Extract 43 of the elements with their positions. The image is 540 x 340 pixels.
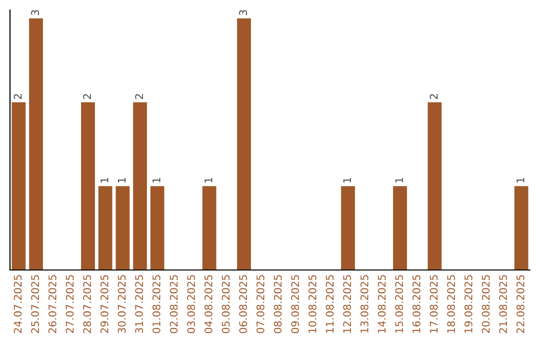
x-tick-label: 29.07.2025 — [100, 275, 108, 334]
data-label: 1 — [118, 178, 126, 182]
data-label: 3 — [31, 10, 40, 16]
data-label: 1 — [204, 178, 212, 182]
x-tick-label: 21.08.2025 — [499, 275, 508, 334]
x-tick-label: 03.08.2025 — [187, 275, 196, 334]
x-tick-label: 28.07.2025 — [83, 275, 92, 334]
x-tick-label: 02.08.2025 — [170, 275, 178, 334]
x-tick-label: 26.07.2025 — [48, 275, 56, 334]
x-tick-label: 12.08.2025 — [343, 275, 352, 333]
data-label: 1 — [395, 178, 403, 182]
x-tick-label: 10.08.2025 — [308, 275, 316, 333]
x-tick-label: 14.08.2025 — [378, 275, 386, 333]
x-tick-label: 13.08.2025 — [360, 275, 368, 333]
x-tick-label: 07.08.2025 — [256, 275, 264, 334]
x-tick-label: 25.07.2025 — [31, 275, 40, 334]
x-tick-label: 17.08.2025 — [430, 275, 438, 333]
x-tick-label: 22.08.2025 — [516, 275, 524, 334]
data-label: 1 — [516, 178, 524, 182]
x-tick-label: 01.08.2025 — [152, 275, 160, 334]
data-label: 2 — [83, 94, 91, 99]
x-tick-label: 31.07.2025 — [135, 275, 144, 334]
x-tick-label: 20.08.2025 — [482, 275, 490, 334]
data-label: 1 — [343, 178, 351, 182]
data-label: 1 — [100, 178, 108, 182]
x-tick-label: 30.07.2025 — [118, 275, 126, 334]
data-label: 3 — [239, 10, 248, 16]
x-tick-label: 08.08.2025 — [274, 275, 282, 334]
x-tick-label: 09.08.2025 — [291, 275, 300, 334]
x-tick-label: 16.08.2025 — [412, 275, 420, 333]
x-tick-label: 04.08.2025 — [204, 275, 212, 334]
data-label: 1 — [152, 178, 160, 182]
x-tick-label: 18.08.2025 — [447, 275, 456, 333]
x-tick-label: 19.08.2025 — [464, 275, 472, 333]
x-tick-label: 24.07.2025 — [14, 275, 22, 334]
data-label: 2 — [135, 94, 143, 99]
x-tick-label: 06.08.2025 — [239, 275, 248, 334]
x-tick-label: 11.08.2025 — [326, 275, 334, 333]
x-tick-label: 05.08.2025 — [222, 275, 230, 334]
x-tick-label: 27.07.2025 — [66, 275, 74, 334]
data-label: 2 — [430, 94, 438, 99]
data-label: 2 — [14, 94, 22, 99]
x-tick-label: 15.08.2025 — [395, 275, 404, 333]
